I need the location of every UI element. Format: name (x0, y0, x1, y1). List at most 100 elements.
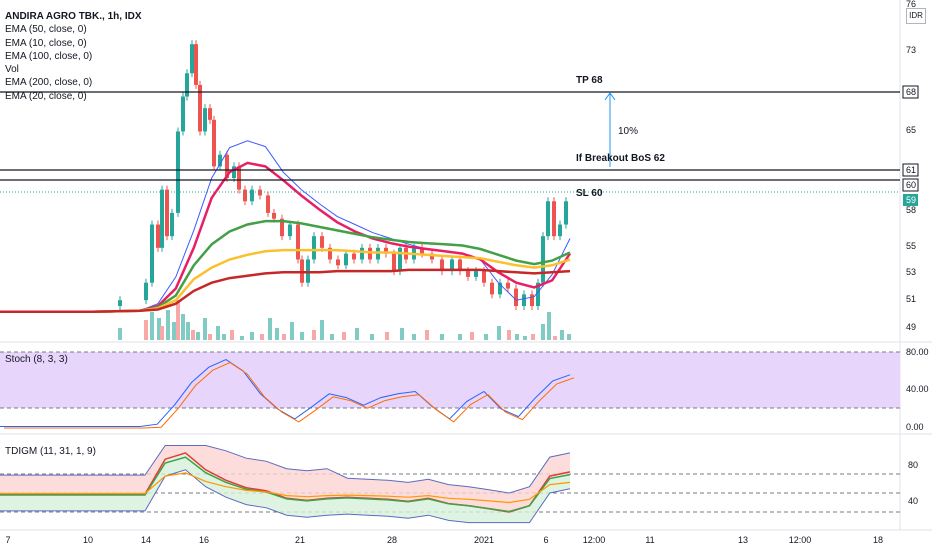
volume-bar (191, 330, 195, 340)
tdigm-lower-band[interactable] (0, 469, 571, 524)
candle[interactable] (482, 271, 486, 283)
legend-ema200[interactable]: EMA (200, close, 0) (5, 77, 93, 89)
ema50-line[interactable] (0, 219, 571, 314)
price-tick-label: 53 (906, 267, 916, 277)
candle[interactable] (344, 253, 348, 266)
ema20-line[interactable] (0, 161, 572, 314)
candle[interactable] (352, 253, 356, 260)
candle[interactable] (272, 212, 276, 219)
candle[interactable] (506, 282, 510, 289)
stoch-d-line[interactable] (4, 362, 575, 429)
candle[interactable] (530, 294, 534, 306)
volume-bar (268, 318, 272, 340)
legend-ema10[interactable]: EMA (10, close, 0) (5, 37, 87, 49)
tp-label[interactable]: TP 68 (576, 75, 603, 86)
candle[interactable] (160, 189, 164, 248)
candle[interactable] (232, 166, 236, 178)
candle[interactable] (458, 259, 462, 272)
candle[interactable] (546, 201, 550, 237)
candle[interactable] (185, 73, 189, 97)
candle[interactable] (170, 212, 174, 237)
sl-label[interactable]: SL 60 (576, 188, 603, 199)
candle[interactable] (536, 282, 540, 306)
legend-ema100[interactable]: EMA (100, close, 0) (5, 50, 93, 62)
time-tick-label: 21 (295, 535, 305, 545)
candle[interactable] (194, 44, 198, 85)
candle[interactable] (208, 108, 212, 120)
legend-ema20[interactable]: EMA (20, close, 0) (5, 90, 87, 102)
candle[interactable] (564, 201, 568, 225)
candle[interactable] (212, 119, 216, 167)
candle[interactable] (320, 236, 324, 248)
tdigm-upper-band[interactable] (0, 445, 571, 494)
time-tick-label: 11 (645, 535, 654, 545)
time-tick-label: 16 (199, 535, 209, 545)
legend-ema50[interactable]: EMA (50, close, 0) (5, 24, 87, 36)
candle[interactable] (150, 224, 154, 283)
time-tick-label: 7 (5, 535, 10, 545)
candle[interactable] (288, 224, 292, 237)
candle[interactable] (420, 247, 424, 254)
candle[interactable] (190, 44, 194, 74)
candle[interactable] (118, 300, 122, 306)
candle[interactable] (336, 259, 340, 266)
candle[interactable] (243, 189, 247, 202)
time-tick-label: 14 (141, 535, 151, 545)
time-tick-label: 6 (543, 535, 548, 545)
price-tick-label: 65 (906, 125, 916, 135)
candle[interactable] (203, 108, 207, 132)
candle[interactable] (541, 236, 545, 283)
candle[interactable] (312, 236, 316, 260)
pct-label[interactable]: 10% (618, 126, 639, 137)
candle[interactable] (280, 218, 284, 237)
stoch-k-line[interactable] (0, 359, 571, 427)
candle[interactable] (225, 154, 229, 178)
tdigm-signal-line[interactable] (0, 456, 571, 513)
candle[interactable] (176, 131, 180, 213)
breakout-label[interactable]: If Breakout BoS 62 (576, 153, 665, 164)
candle[interactable] (490, 282, 494, 295)
volume-bar (157, 318, 161, 340)
candle[interactable] (266, 195, 270, 213)
candle[interactable] (165, 189, 169, 237)
candle[interactable] (392, 253, 396, 272)
candle[interactable] (360, 247, 364, 260)
currency-button[interactable]: IDR (906, 8, 926, 24)
legend-vol[interactable]: Vol (5, 64, 19, 76)
volume-bar (470, 332, 474, 340)
candle[interactable] (450, 259, 454, 272)
candle[interactable] (328, 247, 332, 260)
candle[interactable] (466, 271, 470, 277)
candle[interactable] (218, 154, 222, 167)
candle[interactable] (430, 253, 434, 260)
volume-bar (240, 336, 244, 340)
candle[interactable] (384, 247, 388, 254)
candle[interactable] (474, 271, 478, 277)
tdigm-title[interactable]: TDIGM (11, 31, 1, 9) (5, 446, 96, 457)
candle[interactable] (156, 224, 160, 248)
volume-bar (250, 332, 254, 340)
volume-bar (400, 328, 404, 340)
candle[interactable] (552, 201, 556, 237)
candle[interactable] (558, 224, 562, 237)
candle[interactable] (237, 166, 241, 190)
candle[interactable] (514, 288, 518, 306)
stoch-title[interactable]: Stoch (8, 3, 3) (5, 354, 68, 365)
volume-bar (425, 330, 429, 340)
candle[interactable] (498, 282, 502, 295)
candle[interactable] (440, 259, 444, 272)
candle[interactable] (198, 84, 202, 132)
candle[interactable] (368, 247, 372, 260)
volume-bar (118, 328, 122, 340)
candle[interactable] (398, 247, 402, 272)
candle[interactable] (258, 189, 262, 196)
candle[interactable] (181, 96, 185, 132)
candle[interactable] (522, 294, 526, 306)
tdigm-mid-line[interactable] (0, 472, 571, 504)
ema100-line[interactable] (0, 248, 571, 314)
ema200-line[interactable] (0, 268, 571, 314)
candle[interactable] (250, 189, 254, 202)
candle[interactable] (144, 282, 148, 301)
candle[interactable] (296, 224, 300, 260)
